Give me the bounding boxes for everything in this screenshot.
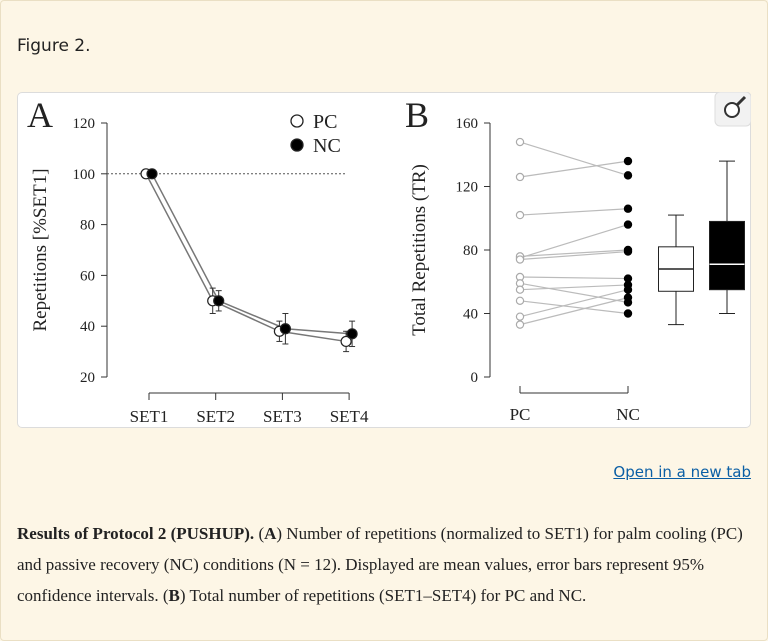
data-point [515,320,525,329]
x-tick-label: SET1 [130,407,169,426]
legend-marker [290,114,304,128]
pair-line [519,276,629,280]
y-tick-label: 80 [80,218,95,234]
data-point [623,309,633,318]
legend-label: PC [313,111,337,133]
legend-marker [290,138,304,152]
data-point [346,328,358,340]
series-line [151,173,353,335]
figure-label: Figure 2. [17,36,91,56]
legend-label: NC [313,135,341,157]
x-tick-label: NC [616,405,640,424]
caption-segment: A [264,524,277,543]
open-new-tab-link[interactable]: Open in a new tab [613,463,751,481]
x-tick-label: SET3 [263,407,302,426]
pair-line [519,300,629,315]
zoom-lens [724,102,740,118]
pair-line [519,282,629,303]
pair-line [519,284,629,291]
caption-segment: ) Total number of repetitions (SET1–SET4… [179,586,587,605]
data-point [515,255,525,264]
data-point [146,168,158,180]
data-point [515,137,525,147]
data-point [623,293,633,302]
pair-line [519,289,629,318]
data-point [623,247,633,256]
figure-panel: A Repetitions [%SET1] 20 40 60 80 100 120 SET1 SE… [17,92,751,428]
data-point [515,312,525,321]
x-tick-label: PC [510,405,531,424]
y-tick-label: 40 [463,307,478,323]
y-tick-label: 80 [463,243,478,259]
data-point [623,220,633,229]
pair-line [519,160,629,178]
caption-segment: ( [254,524,265,543]
zoom-icon[interactable] [714,92,751,127]
pair-line [519,224,629,259]
pair-line [519,297,629,326]
y-tick-label: 60 [80,268,95,284]
caption-segment: Results of Protocol 2 (PUSHUP). [17,524,255,543]
data-point [279,323,291,335]
data-point [340,335,352,348]
y-axis-label: Total Repetitions (TR) [409,164,430,336]
zoom-handle [735,95,747,107]
chart: A Repetitions [%SET1] 20 40 60 80 100 120 SET1 SE… [27,92,751,426]
data-point [623,285,633,294]
data-point [213,295,225,307]
data-point [623,156,633,166]
series-line [145,173,347,343]
data-point [515,285,525,294]
y-tick-label: 0 [471,370,479,386]
data-point [623,204,633,213]
figure-caption: Results of Protocol 2 (PUSHUP). (A) Numb… [17,518,753,611]
data-point [515,296,525,305]
y-tick-label: 120 [456,180,479,196]
y-tick-label: 120 [73,116,96,132]
caption-segment: ) Number of repetitions (normalized to S… [17,524,743,605]
pair-line [519,249,629,257]
pair-line [519,208,629,216]
data-point [515,172,525,182]
y-tick-label: 40 [80,319,95,335]
y-axis-label: Repetitions [%SET1] [30,168,51,331]
panel-letter: B [405,95,429,135]
x-tick-label: SET2 [196,407,235,426]
data-point [515,210,525,220]
y-tick-label: 100 [73,167,96,183]
data-point [623,171,633,180]
x-tick-label: SET4 [330,407,369,426]
panel-letter: A [27,95,53,135]
caption-segment: B [168,586,180,605]
y-tick-label: 160 [456,116,479,132]
pair-line [519,250,629,261]
y-tick-label: 20 [80,370,95,386]
box [709,220,745,291]
pair-line [519,141,629,176]
